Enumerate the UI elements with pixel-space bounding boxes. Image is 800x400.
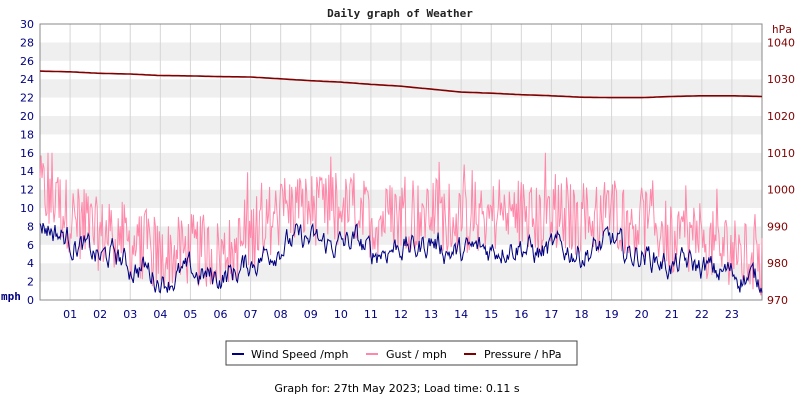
- x-tick-label: 07: [244, 308, 258, 321]
- x-tick-label: 09: [304, 308, 318, 321]
- chart-title: Daily graph of Weather: [327, 7, 473, 20]
- x-tick-label: 21: [665, 308, 679, 321]
- left-tick-label: 30: [20, 18, 34, 31]
- x-tick-label: 08: [274, 308, 288, 321]
- x-tick-label: 12: [394, 308, 408, 321]
- left-tick-label: 12: [20, 184, 34, 197]
- x-tick-label: 06: [214, 308, 228, 321]
- legend-gust: Gust / mph: [386, 348, 447, 361]
- right-tick-label: 1040: [767, 36, 795, 49]
- left-tick-label: 16: [20, 147, 34, 160]
- legend-pressure: Pressure / hPa: [484, 348, 562, 361]
- left-tick-label: 28: [20, 36, 34, 49]
- x-tick-label: 10: [334, 308, 348, 321]
- x-tick-label: 02: [93, 308, 107, 321]
- x-tick-label: 22: [695, 308, 709, 321]
- x-tick-label: 05: [183, 308, 197, 321]
- gust-series: [39, 152, 763, 296]
- left-tick-label: 22: [20, 92, 34, 105]
- left-axis-label: mph: [1, 290, 21, 303]
- x-axis-ticks: 01 02 03 04 05 06 07 08 09 10 11 12 13 14 15 16 17 18 19 20…: [63, 308, 739, 321]
- wind-series: [39, 222, 763, 294]
- footer-text: Graph for: 27th May 2023; Load time: 0.1…: [274, 382, 520, 395]
- left-tick-label: 10: [20, 202, 34, 215]
- pressure-series: [39, 70, 763, 99]
- left-tick-label: 8: [27, 220, 34, 233]
- left-tick-label: 6: [27, 239, 34, 252]
- right-tick-label: 970: [767, 294, 788, 307]
- left-tick-label: 0: [27, 294, 34, 307]
- gust-line: [39, 152, 763, 296]
- left-tick-label: 26: [20, 55, 34, 68]
- legend-wind: Wind Speed /mph: [251, 348, 349, 361]
- x-tick-label: 19: [605, 308, 619, 321]
- right-tick-label: 980: [767, 257, 788, 270]
- x-tick-label: 14: [454, 308, 468, 321]
- x-tick-label: 17: [544, 308, 558, 321]
- right-tick-label: 1020: [767, 110, 795, 123]
- pressure-line: [39, 70, 763, 99]
- wind-line: [39, 222, 763, 294]
- x-tick-label: 18: [575, 308, 589, 321]
- left-tick-label: 4: [27, 257, 34, 270]
- left-tick-label: 24: [20, 73, 34, 86]
- x-tick-label: 11: [364, 308, 378, 321]
- right-tick-label: 1000: [767, 184, 795, 197]
- x-tick-label: 13: [424, 308, 438, 321]
- left-tick-label: 2: [27, 276, 34, 289]
- right-tick-label: 1030: [767, 73, 795, 86]
- x-tick-label: 01: [63, 308, 77, 321]
- right-axis-label: hPa: [772, 23, 792, 36]
- x-tick-label: 04: [153, 308, 167, 321]
- x-tick-label: 03: [123, 308, 137, 321]
- right-tick-label: 990: [767, 220, 788, 233]
- x-tick-label: 16: [514, 308, 528, 321]
- right-tick-label: 1010: [767, 147, 795, 160]
- x-tick-label: 20: [635, 308, 649, 321]
- legend: Wind Speed /mph Gust / mph Pressure / hP…: [225, 340, 578, 366]
- right-axis-ticks: 970 980 990 1000 1010 1020 1030 1040: [767, 36, 795, 307]
- x-tick-label: 15: [484, 308, 498, 321]
- plot-frame: [39, 23, 763, 301]
- left-tick-label: 18: [20, 128, 34, 141]
- left-tick-label: 20: [20, 110, 34, 123]
- x-tick-label: 23: [725, 308, 739, 321]
- left-tick-label: 14: [20, 165, 34, 178]
